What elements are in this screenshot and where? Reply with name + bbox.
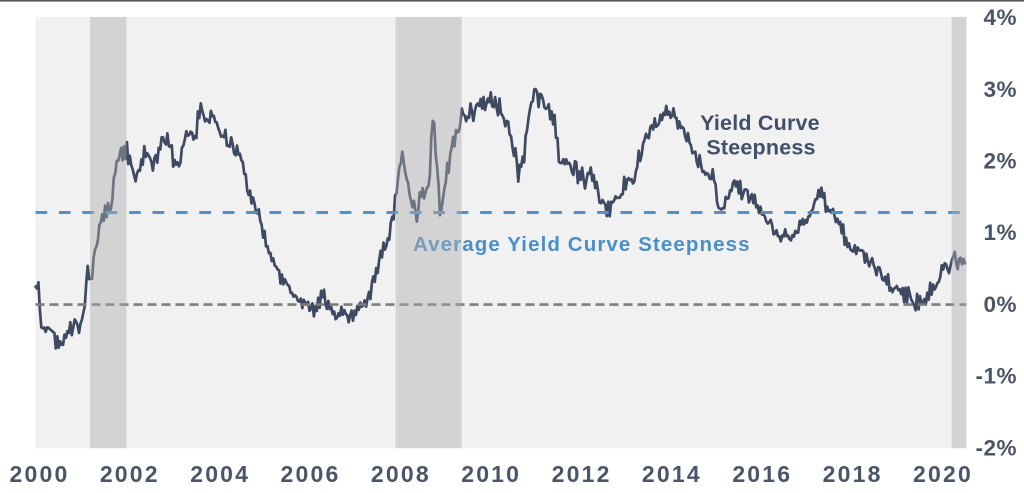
svg-text:Steepness: Steepness: [706, 136, 815, 160]
svg-text:0%: 0%: [983, 292, 1017, 317]
svg-text:-2%: -2%: [975, 435, 1017, 460]
svg-text:2012: 2012: [552, 461, 612, 487]
svg-text:2006: 2006: [281, 461, 341, 487]
svg-text:Yield Curve: Yield Curve: [700, 111, 820, 135]
svg-text:-1%: -1%: [975, 364, 1017, 389]
svg-text:2010: 2010: [461, 461, 521, 487]
svg-text:2020: 2020: [913, 461, 973, 487]
svg-text:3%: 3%: [983, 77, 1017, 102]
svg-text:2018: 2018: [823, 461, 883, 487]
svg-text:2%: 2%: [983, 149, 1017, 174]
svg-text:2014: 2014: [642, 461, 702, 487]
svg-text:2000: 2000: [10, 461, 70, 487]
svg-text:2008: 2008: [371, 461, 431, 487]
svg-text:4%: 4%: [983, 5, 1017, 30]
svg-text:2004: 2004: [190, 461, 250, 487]
svg-text:1%: 1%: [983, 220, 1017, 245]
svg-text:Average Yield Curve Steepness: Average Yield Curve Steepness: [413, 233, 751, 256]
svg-text:2016: 2016: [732, 461, 792, 487]
svg-text:2002: 2002: [100, 461, 160, 487]
